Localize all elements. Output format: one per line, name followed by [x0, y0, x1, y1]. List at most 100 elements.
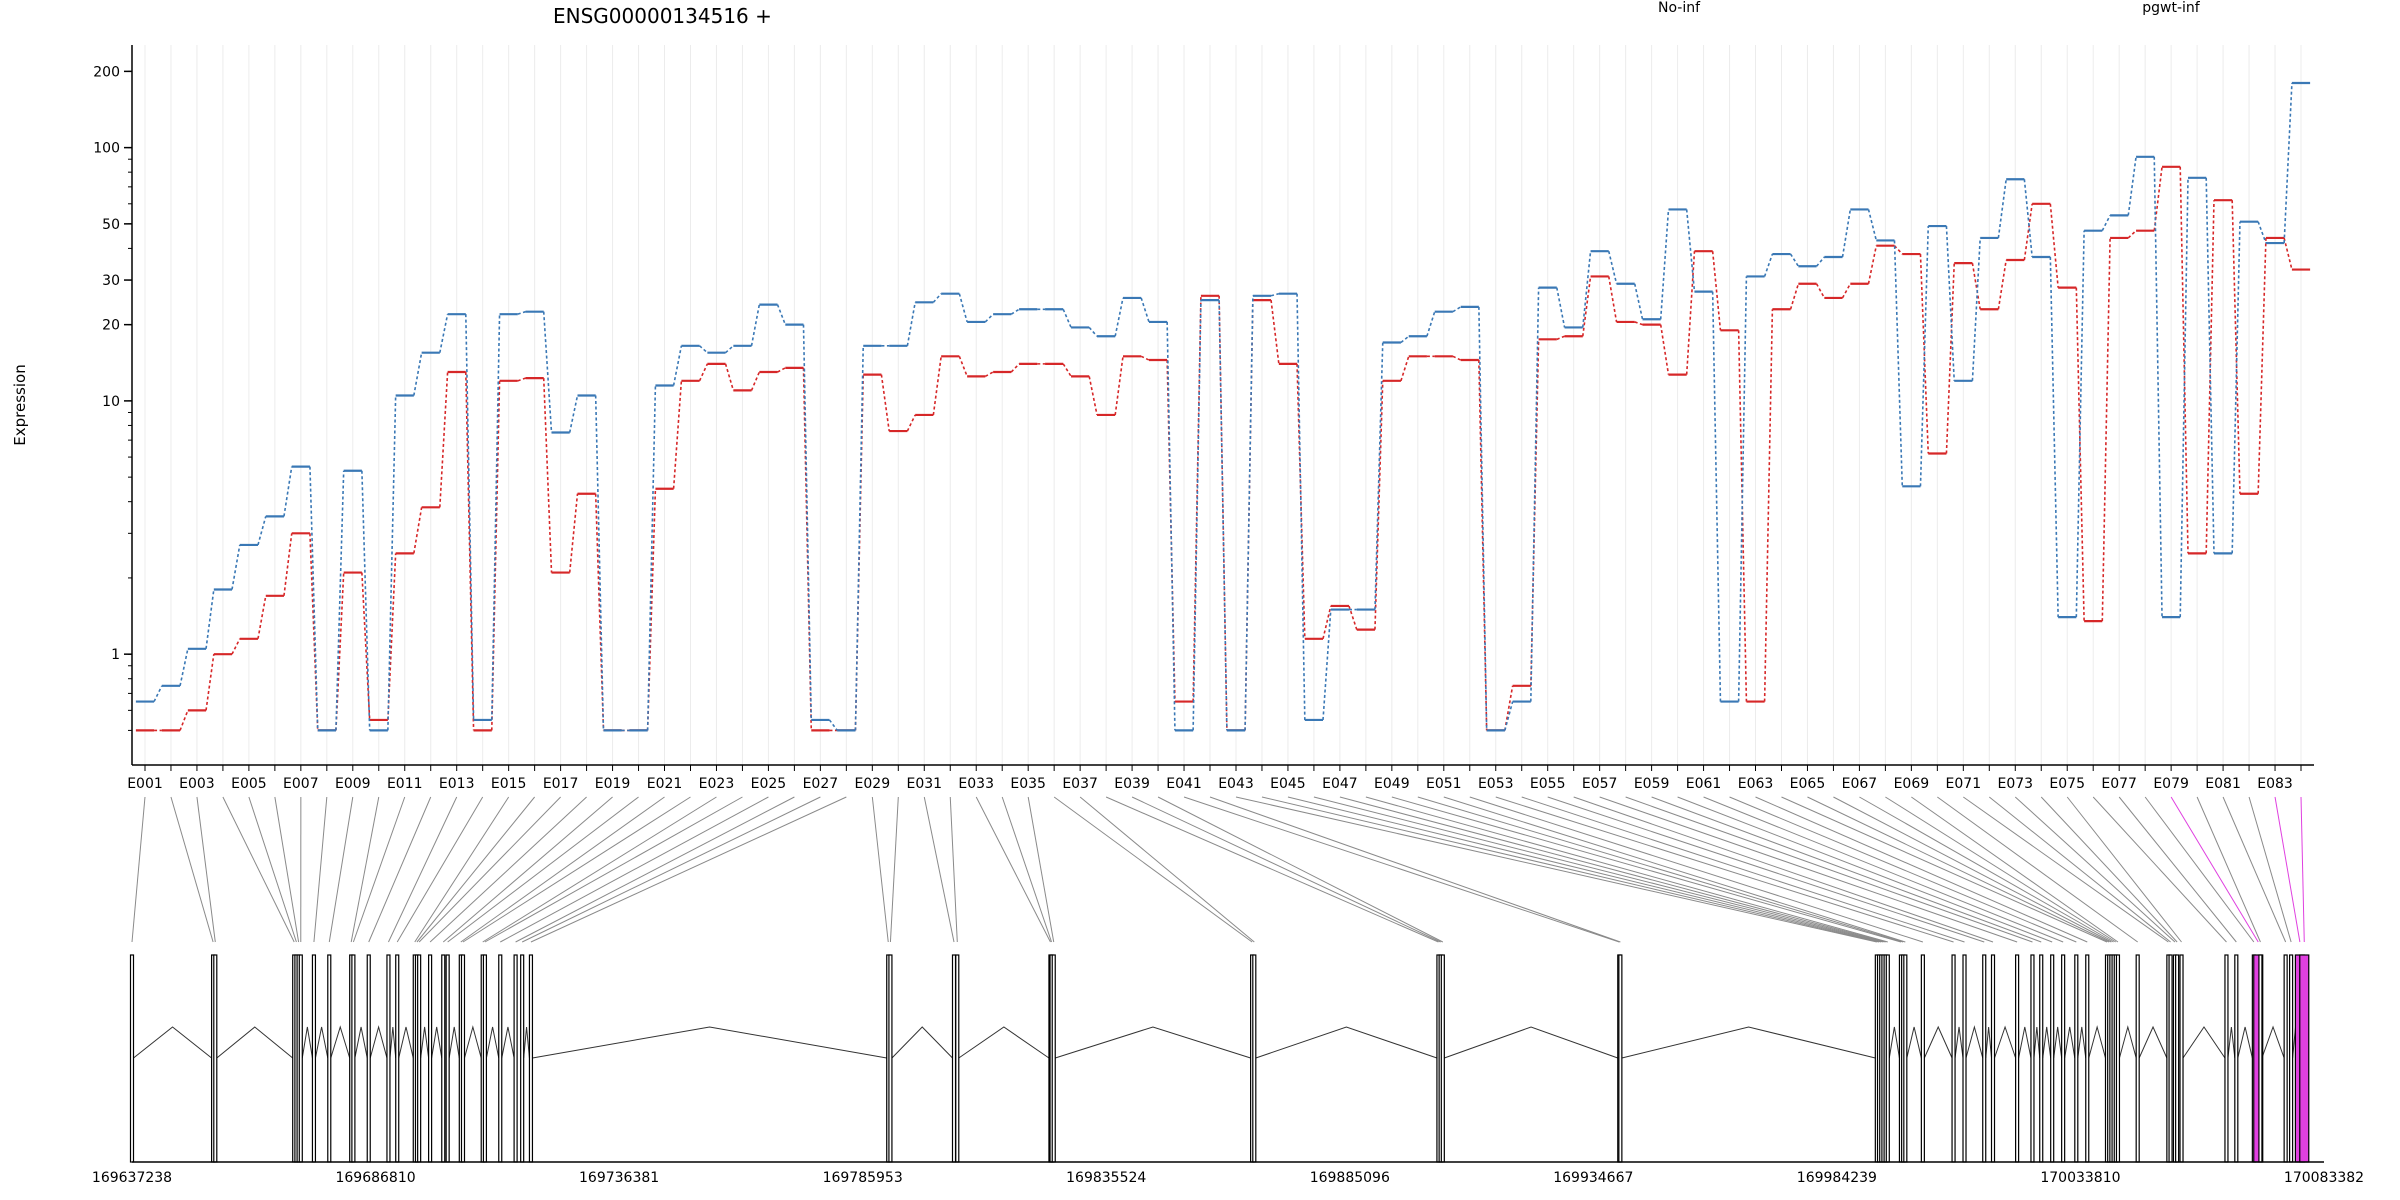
y-axis-label: Expression — [11, 364, 29, 445]
series-connector — [361, 572, 371, 720]
series-connector — [724, 363, 735, 391]
series-connector — [335, 470, 345, 731]
exon-box — [520, 954, 525, 1163]
series-connector — [309, 466, 319, 731]
y-tick-label: 200 — [93, 64, 120, 80]
genomic-axis: 169637238 169686810 169736381 169785953 1698… — [92, 1161, 2364, 1186]
series-connector — [906, 414, 916, 432]
intron — [1621, 1026, 1876, 1059]
x-tick-label: E035 — [1010, 776, 1046, 792]
series-connector — [672, 380, 683, 489]
series-connector — [2101, 215, 2111, 232]
exon-connector — [1131, 796, 1441, 943]
exon-connector — [1547, 796, 1985, 943]
x-tick-label: E055 — [1530, 776, 1566, 792]
series-connector — [1426, 311, 1436, 337]
intron — [1985, 1026, 1993, 1059]
exon-box — [351, 954, 356, 1163]
series-connector — [1841, 283, 1852, 299]
exon-box — [2224, 954, 2229, 1163]
series-connector — [1711, 291, 1722, 702]
exon-box — [2179, 954, 2184, 1163]
exon-box — [2175, 954, 2180, 1163]
exon-box — [1051, 954, 1056, 1163]
series-connector — [1296, 293, 1306, 720]
exon-connector — [2144, 796, 2255, 943]
series-connector — [1400, 335, 1410, 344]
exon-connector — [442, 796, 613, 943]
series-connector — [1166, 321, 1176, 731]
series-connector — [1893, 245, 1903, 255]
x-tick-label: E047 — [1322, 776, 1358, 792]
intron — [1255, 1026, 1438, 1059]
exon-connector — [1781, 796, 2108, 943]
x-tick-label: E057 — [1582, 776, 1618, 792]
series-connector — [464, 314, 475, 720]
exon-connector — [1495, 796, 1954, 943]
series-connector — [1763, 253, 1774, 277]
exon-connector — [1885, 796, 2117, 943]
exon-box — [327, 954, 332, 1163]
series-connector — [542, 378, 553, 573]
intron — [2182, 1026, 2226, 1059]
intron — [1444, 1026, 1618, 1059]
exon-connector — [1417, 796, 1904, 943]
exon-connector — [1755, 796, 2088, 943]
exon-box — [1440, 954, 1445, 1163]
series-connector — [1737, 330, 1748, 702]
series-connector — [1140, 297, 1150, 323]
series-connector — [179, 710, 189, 731]
x-tick-label: E059 — [1634, 776, 1670, 792]
series-connector — [2075, 230, 2085, 618]
exon-box — [386, 954, 391, 1163]
series-connector — [2127, 230, 2137, 239]
series-connector — [1504, 701, 1514, 731]
series-connector — [309, 533, 319, 731]
series-connector — [335, 572, 345, 731]
x-tick-label: E037 — [1062, 776, 1098, 792]
series-connector — [2127, 156, 2137, 216]
exon-box — [2168, 954, 2173, 1163]
exon-connector — [2014, 796, 2176, 943]
series-connector — [1140, 355, 1150, 361]
series-connector — [1270, 292, 1280, 297]
series-connector — [1322, 609, 1332, 720]
exon-box — [2135, 954, 2140, 1163]
genomic-tick-label: 169835524 — [1066, 1170, 1146, 1186]
exon-connector — [1521, 796, 1965, 943]
series-connector — [2231, 221, 2241, 554]
exon-box — [441, 954, 446, 1163]
intron — [485, 1026, 500, 1059]
exon-box — [2030, 954, 2035, 1163]
series-connector — [1244, 295, 1254, 731]
series-connector — [257, 516, 267, 546]
intron — [389, 1026, 397, 1059]
series-connector — [984, 371, 994, 378]
series-connector — [1530, 287, 1540, 702]
series-connector — [1789, 253, 1800, 267]
series-connector — [1763, 309, 1774, 702]
exon-connector — [222, 796, 295, 943]
exon-box — [1920, 954, 1925, 1163]
intron — [354, 1026, 368, 1059]
series-connector — [205, 654, 215, 711]
exon-connector — [949, 796, 958, 943]
exon-connector — [1313, 796, 1884, 943]
intron — [891, 1026, 953, 1059]
exon-box — [2015, 954, 2020, 1163]
genomic-tick-label: 169934667 — [1553, 1170, 1633, 1186]
series-connector — [1997, 179, 2007, 239]
series-connector — [1088, 376, 1098, 416]
series-connector — [1945, 263, 1956, 454]
exon-box — [460, 954, 466, 1163]
intron — [1923, 1025, 1953, 1059]
series-connector — [1322, 605, 1332, 639]
exon-box — [2258, 954, 2263, 1163]
exon-connector — [1443, 796, 1906, 943]
exon-connector — [352, 796, 406, 943]
x-tick-label: E019 — [595, 776, 631, 792]
exon-connector — [1027, 796, 1055, 943]
exon-connector — [388, 796, 458, 943]
exon-connector — [416, 796, 536, 943]
exon-box — [2061, 954, 2066, 1163]
